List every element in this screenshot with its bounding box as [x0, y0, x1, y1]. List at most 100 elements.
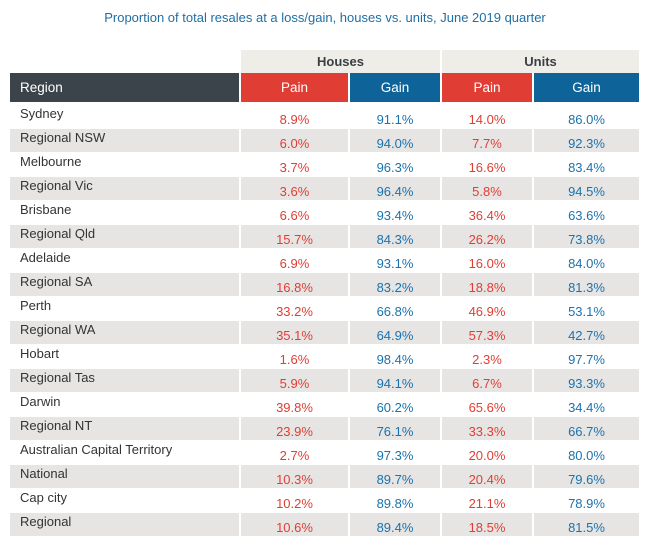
- table-row: Brisbane 6.6% 93.4% 36.4% 63.6%: [10, 200, 639, 224]
- region-cell: Adelaide: [10, 248, 239, 272]
- units-gain-cell: 34.4%: [532, 392, 639, 416]
- region-cell: Brisbane: [10, 200, 239, 224]
- units-gain-cell: 81.3%: [532, 272, 639, 296]
- column-header-region: Region: [10, 73, 239, 104]
- column-header-houses-pain: Pain: [239, 73, 348, 104]
- houses-gain-cell: 94.0%: [348, 128, 440, 152]
- group-header-blank: [10, 50, 239, 73]
- units-pain-cell: 7.7%: [440, 128, 532, 152]
- table-row: Regional Tas 5.9% 94.1% 6.7% 93.3%: [10, 368, 639, 392]
- column-header-row: Region Pain Gain Pain Gain: [10, 73, 639, 104]
- units-pain-cell: 18.8%: [440, 272, 532, 296]
- units-pain-cell: 2.3%: [440, 344, 532, 368]
- houses-pain-cell: 10.3%: [239, 464, 348, 488]
- region-cell: Hobart: [10, 344, 239, 368]
- units-gain-cell: 78.9%: [532, 488, 639, 512]
- houses-pain-cell: 10.2%: [239, 488, 348, 512]
- column-header-houses-gain: Gain: [348, 73, 440, 104]
- units-gain-cell: 86.0%: [532, 104, 639, 128]
- region-cell: Perth: [10, 296, 239, 320]
- region-cell: Cap city: [10, 488, 239, 512]
- units-pain-cell: 33.3%: [440, 416, 532, 440]
- resales-table: Houses Units Region Pain Gain Pain Gain …: [10, 50, 639, 536]
- region-cell: Regional: [10, 512, 239, 536]
- group-header-row: Houses Units: [10, 50, 639, 73]
- units-pain-cell: 57.3%: [440, 320, 532, 344]
- units-gain-cell: 84.0%: [532, 248, 639, 272]
- region-cell: Regional SA: [10, 272, 239, 296]
- table-row: Melbourne 3.7% 96.3% 16.6% 83.4%: [10, 152, 639, 176]
- table-row: Sydney 8.9% 91.1% 14.0% 86.0%: [10, 104, 639, 128]
- houses-gain-cell: 93.1%: [348, 248, 440, 272]
- table-row: Regional Qld 15.7% 84.3% 26.2% 73.8%: [10, 224, 639, 248]
- table-row: Regional Vic 3.6% 96.4% 5.8% 94.5%: [10, 176, 639, 200]
- units-gain-cell: 63.6%: [532, 200, 639, 224]
- region-cell: National: [10, 464, 239, 488]
- houses-pain-cell: 15.7%: [239, 224, 348, 248]
- group-header-units: Units: [440, 50, 639, 73]
- houses-pain-cell: 3.6%: [239, 176, 348, 200]
- houses-gain-cell: 94.1%: [348, 368, 440, 392]
- houses-pain-cell: 35.1%: [239, 320, 348, 344]
- region-cell: Regional Vic: [10, 176, 239, 200]
- table-body: Sydney 8.9% 91.1% 14.0% 86.0% Regional NSW 6.0…: [10, 104, 639, 536]
- table-row: Australian Capital Territory 2.7% 97.3% 20.…: [10, 440, 639, 464]
- units-gain-cell: 42.7%: [532, 320, 639, 344]
- table-row: Darwin 39.8% 60.2% 65.6% 34.4%: [10, 392, 639, 416]
- houses-pain-cell: 16.8%: [239, 272, 348, 296]
- region-cell: Sydney: [10, 104, 239, 128]
- units-gain-cell: 80.0%: [532, 440, 639, 464]
- table-row: Cap city 10.2% 89.8% 21.1% 78.9%: [10, 488, 639, 512]
- houses-pain-cell: 23.9%: [239, 416, 348, 440]
- houses-pain-cell: 33.2%: [239, 296, 348, 320]
- houses-pain-cell: 2.7%: [239, 440, 348, 464]
- units-gain-cell: 92.3%: [532, 128, 639, 152]
- units-pain-cell: 5.8%: [440, 176, 532, 200]
- units-pain-cell: 20.0%: [440, 440, 532, 464]
- table-row: Perth 33.2% 66.8% 46.9% 53.1%: [10, 296, 639, 320]
- units-gain-cell: 53.1%: [532, 296, 639, 320]
- units-pain-cell: 16.6%: [440, 152, 532, 176]
- houses-gain-cell: 84.3%: [348, 224, 440, 248]
- houses-gain-cell: 76.1%: [348, 416, 440, 440]
- group-header-houses: Houses: [239, 50, 440, 73]
- houses-gain-cell: 98.4%: [348, 344, 440, 368]
- table-row: Regional SA 16.8% 83.2% 18.8% 81.3%: [10, 272, 639, 296]
- houses-gain-cell: 93.4%: [348, 200, 440, 224]
- units-pain-cell: 16.0%: [440, 248, 532, 272]
- column-header-units-pain: Pain: [440, 73, 532, 104]
- units-pain-cell: 18.5%: [440, 512, 532, 536]
- houses-gain-cell: 91.1%: [348, 104, 440, 128]
- houses-pain-cell: 3.7%: [239, 152, 348, 176]
- units-gain-cell: 97.7%: [532, 344, 639, 368]
- units-gain-cell: 73.8%: [532, 224, 639, 248]
- houses-pain-cell: 1.6%: [239, 344, 348, 368]
- units-pain-cell: 6.7%: [440, 368, 532, 392]
- units-pain-cell: 26.2%: [440, 224, 532, 248]
- units-pain-cell: 36.4%: [440, 200, 532, 224]
- units-pain-cell: 46.9%: [440, 296, 532, 320]
- houses-gain-cell: 89.7%: [348, 464, 440, 488]
- units-pain-cell: 14.0%: [440, 104, 532, 128]
- houses-gain-cell: 96.4%: [348, 176, 440, 200]
- units-gain-cell: 66.7%: [532, 416, 639, 440]
- units-gain-cell: 93.3%: [532, 368, 639, 392]
- houses-gain-cell: 97.3%: [348, 440, 440, 464]
- table-row: Hobart 1.6% 98.4% 2.3% 97.7%: [10, 344, 639, 368]
- region-cell: Regional NSW: [10, 128, 239, 152]
- houses-gain-cell: 89.8%: [348, 488, 440, 512]
- houses-gain-cell: 96.3%: [348, 152, 440, 176]
- houses-gain-cell: 89.4%: [348, 512, 440, 536]
- column-header-units-gain: Gain: [532, 73, 639, 104]
- units-pain-cell: 20.4%: [440, 464, 532, 488]
- table-row: Adelaide 6.9% 93.1% 16.0% 84.0%: [10, 248, 639, 272]
- region-cell: Regional Qld: [10, 224, 239, 248]
- units-gain-cell: 94.5%: [532, 176, 639, 200]
- houses-pain-cell: 8.9%: [239, 104, 348, 128]
- houses-pain-cell: 5.9%: [239, 368, 348, 392]
- table-row: National 10.3% 89.7% 20.4% 79.6%: [10, 464, 639, 488]
- houses-pain-cell: 6.6%: [239, 200, 348, 224]
- houses-pain-cell: 10.6%: [239, 512, 348, 536]
- region-cell: Regional NT: [10, 416, 239, 440]
- region-cell: Melbourne: [10, 152, 239, 176]
